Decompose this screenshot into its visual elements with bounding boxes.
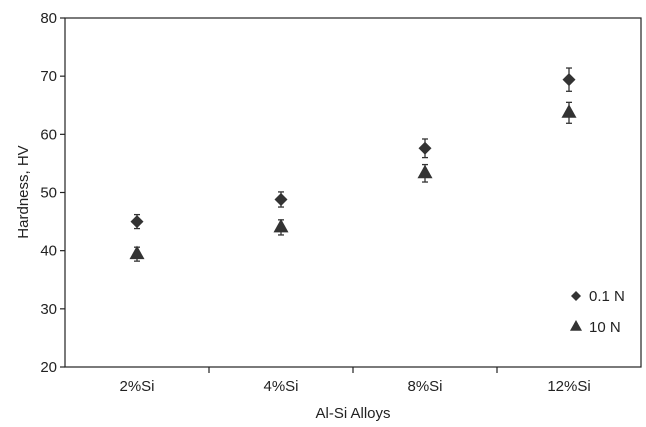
y-tick-label: 70: [40, 68, 57, 85]
x-axis-label: Al-Si Alloys: [315, 405, 390, 422]
y-tick-label: 40: [40, 243, 57, 260]
data-point-diamond: [562, 73, 576, 87]
data-point-diamond: [274, 192, 288, 206]
legend-marker-diamond: [571, 291, 581, 301]
x-tick-label: 2%Si: [119, 378, 154, 395]
y-tick-label: 30: [40, 301, 57, 318]
data-point-triangle: [273, 218, 289, 233]
data-point-triangle: [561, 104, 577, 118]
data-point-diamond: [130, 215, 144, 229]
y-axis: 20 30 40 50 60 70 80: [40, 10, 65, 376]
data-point-diamond: [418, 141, 432, 155]
data-points: [129, 67, 577, 262]
data-point-triangle: [417, 164, 433, 179]
x-tick-label: 12%Si: [547, 378, 590, 395]
y-tick-label: 60: [40, 126, 57, 143]
x-tick-label: 8%Si: [407, 378, 442, 395]
x-tick-label: 4%Si: [263, 378, 298, 395]
legend: 0.1 N 10 N: [570, 288, 625, 336]
y-tick-label: 80: [40, 10, 57, 27]
y-tick-label: 50: [40, 185, 57, 202]
legend-label: 10 N: [589, 319, 621, 336]
x-axis: 2%Si 4%Si 8%Si 12%Si: [119, 367, 591, 395]
y-axis-label: Hardness, HV: [15, 145, 32, 238]
y-tick-label: 20: [40, 359, 57, 376]
plot-frame: [64, 17, 642, 368]
legend-label: 0.1 N: [589, 288, 625, 305]
legend-marker-triangle: [570, 320, 582, 331]
data-point-triangle: [129, 245, 145, 260]
